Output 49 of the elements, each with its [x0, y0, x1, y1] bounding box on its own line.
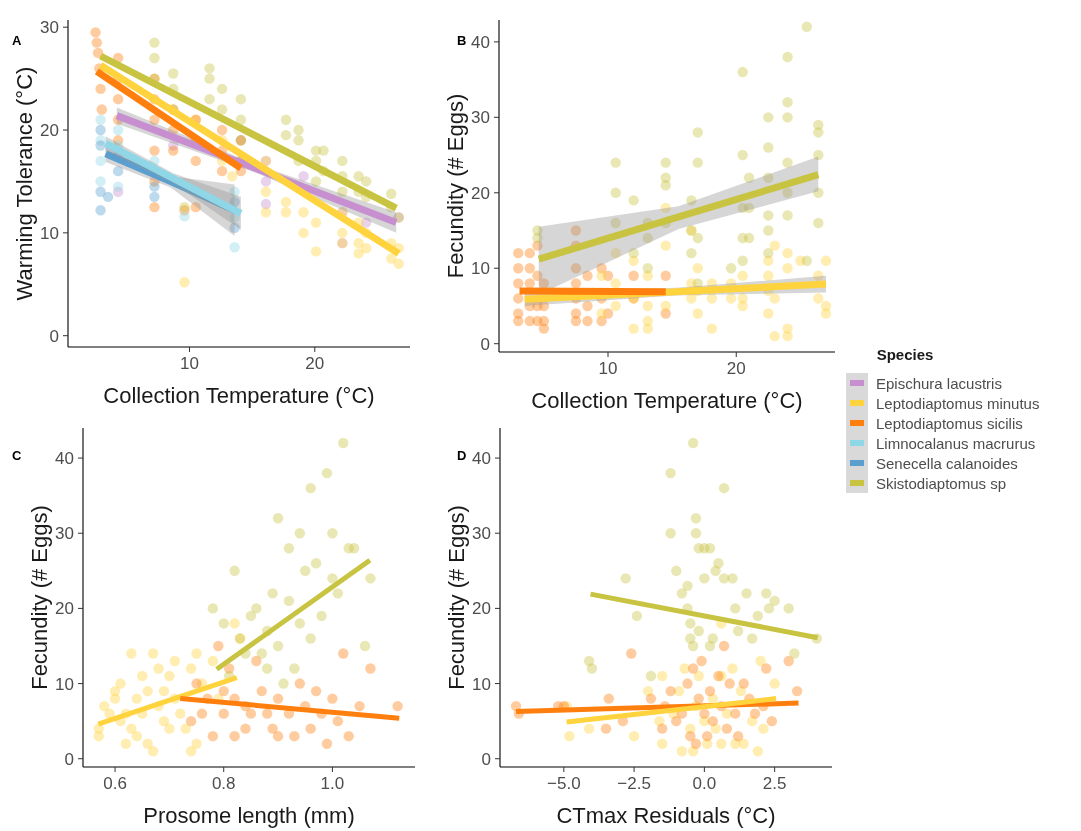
- x-tick-label: 0.8: [211, 774, 236, 793]
- x-tick-label: 20: [305, 354, 325, 373]
- x-tick-label: 10: [180, 354, 199, 373]
- legend-label: Senecella calanoides: [876, 455, 1018, 472]
- y-tick-label: 10: [472, 674, 491, 694]
- x-tick-label: −2.5: [617, 774, 651, 793]
- y-axis-title: Fecundity (# Eggs): [27, 505, 52, 690]
- y-tick-label: 0: [481, 749, 491, 769]
- text: B: [457, 33, 467, 48]
- x-tick-label: 0.6: [103, 774, 127, 793]
- y-tick-label: 10: [40, 223, 59, 243]
- y-tick-label: 20: [40, 121, 59, 141]
- y-tick-label: 10: [55, 674, 74, 694]
- text: A: [12, 33, 22, 48]
- y-tick-label: 10: [471, 259, 490, 279]
- y-tick-label: 30: [472, 524, 491, 544]
- y-tick-label: 40: [55, 449, 74, 469]
- y-tick-label: 20: [472, 599, 491, 619]
- y-tick-label: 40: [472, 449, 491, 469]
- legend-label: Limnocalanus macrurus: [876, 435, 1036, 452]
- text: C: [12, 448, 22, 463]
- legend-label: Skistodiaptomus sp: [876, 475, 1007, 492]
- legend-label: Leptodiaptomus minutus: [876, 395, 1040, 412]
- y-tick-label: 20: [55, 599, 74, 619]
- y-tick-label: 20: [471, 183, 490, 203]
- legend-label: Leptodiaptomus sicilis: [876, 415, 1023, 432]
- y-tick-label: 30: [55, 524, 74, 544]
- y-tick-label: 0: [49, 326, 59, 346]
- y-axis-title: Fecundity (# Eggs): [444, 505, 469, 690]
- x-tick-label: 2.5: [762, 774, 787, 793]
- x-tick-label: 0.0: [692, 774, 717, 793]
- legend-title: Species: [876, 346, 934, 363]
- text: D: [457, 448, 467, 463]
- x-tick-label: 20: [726, 359, 746, 378]
- y-tick-label: 0: [64, 749, 74, 769]
- x-axis-title: CTmax Residuals (°C): [556, 803, 776, 828]
- y-tick-label: 30: [40, 18, 59, 38]
- legend-label: Epischura lacustris: [876, 375, 1002, 392]
- x-axis-title: Collection Temperature (°C): [531, 388, 803, 413]
- y-tick-label: 40: [471, 32, 490, 52]
- y-axis-title: Fecundity (# Eggs): [443, 93, 468, 279]
- x-tick-label: −5.0: [547, 774, 581, 793]
- x-axis-title: Collection Temperature (°C): [103, 383, 375, 408]
- x-axis-title: Prosome length (mm): [143, 803, 355, 828]
- x-tick-label: 10: [598, 359, 618, 378]
- y-axis-title: Warming Tolerance (°C): [12, 66, 37, 301]
- y-tick-label: 30: [471, 108, 490, 128]
- x-tick-label: 1.0: [320, 774, 345, 793]
- y-tick-label: 0: [480, 334, 490, 354]
